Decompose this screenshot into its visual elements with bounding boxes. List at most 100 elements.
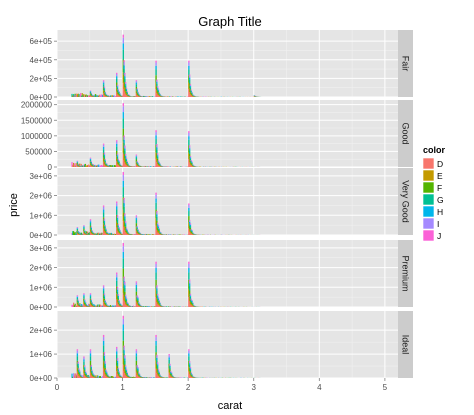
price-bar-segment [103,304,106,307]
price-bar [149,234,151,235]
price-bar-segment [76,165,79,167]
price-bar-segment [156,158,159,162]
price-bar-segment [122,103,124,107]
price-bar [98,164,100,167]
price-bar-segment [188,228,191,232]
price-bar [100,377,102,378]
price-bar-segment [138,96,140,97]
price-bar-segment [191,301,193,303]
price-bar-segment [104,95,106,97]
price-bar [73,162,75,167]
price-bar-segment [79,373,81,376]
price-bar-segment [190,300,192,303]
price-bar-segment [125,158,128,159]
price-bar-segment [103,298,106,302]
price-bar-segment [155,288,157,298]
price-bar-segment [104,93,106,94]
price-bar-segment [116,293,118,300]
price-bar-segment [119,232,121,234]
price-bar [113,165,116,167]
price-bar-segment [84,299,86,301]
price-bar-segment [106,165,108,167]
price-bar [97,164,99,167]
price-bar-segment [119,233,122,234]
price-bar-segment [138,305,140,307]
price-bar-segment [189,293,192,295]
price-bar-segment [188,205,190,208]
price-bar-segment [138,95,140,97]
price-bar [88,95,90,97]
price-bar [146,306,148,307]
facet-strip [398,168,413,235]
y-tick-label: 1000000 [21,132,53,141]
price-bar-segment [123,197,125,200]
price-bar-segment [155,60,157,63]
price-bar [143,377,146,378]
price-bar [84,163,87,167]
price-bar-segment [122,242,124,247]
price-bar-segment [190,299,192,300]
price-bar-segment [122,246,124,252]
price-bar-segment [119,95,121,97]
price-bar-segment [116,219,119,224]
price-bar-segment [124,221,127,223]
price-bar-segment [92,376,94,378]
price-bar-segment [103,294,106,296]
price-bar [109,233,112,235]
price-bar-segment [118,305,120,307]
price-bar-segment [157,232,160,235]
price-bar-segment [93,376,96,377]
price-bar-segment [103,358,106,363]
price-bar [164,166,166,167]
price-bar-segment [189,91,192,95]
price-bar-segment [124,222,126,227]
price-bar-segment [126,162,128,164]
price-bar-segment [76,299,79,303]
price-bar-segment [155,192,157,195]
price-bar-segment [126,164,128,166]
price-bar [133,233,135,235]
price-bar-segment [102,298,105,303]
price-bar [175,166,177,167]
price-bar [80,93,82,97]
price-bar-segment [124,229,127,232]
price-bar-segment [189,84,192,87]
price-bar [87,164,90,167]
price-bar-segment [155,263,157,269]
price-bar [102,375,104,378]
price-bar-segment [156,86,159,88]
price-bar-segment [155,135,157,140]
price-bar-segment [155,65,157,70]
price-bar-segment [91,232,93,234]
price-bar [150,377,152,378]
price-bar-segment [86,376,88,377]
price-bar-segment [126,161,128,162]
price-bar-segment [122,171,124,176]
price-bar-segment [138,234,140,235]
price-bar [146,234,148,235]
price-bar [95,95,98,97]
price-bar-segment [137,166,139,167]
price-bar-segment [126,229,128,231]
price-bar-segment [188,65,190,70]
price-bar-segment [135,156,138,158]
price-bar-segment [104,161,106,163]
price-bar-segment [105,303,107,305]
price-bar-segment [135,281,138,283]
price-bar-segment [104,365,106,369]
price-bar-segment [156,286,158,289]
price-bar-segment [118,92,120,94]
price-bar [153,166,155,167]
price-bar-segment [104,163,106,166]
price-bar [71,93,73,97]
price-bar-segment [90,93,92,95]
price-bar [152,166,154,167]
price-bar-segment [136,161,138,163]
price-bar [87,95,89,97]
price-bar-segment [124,78,126,83]
price-bar-segment [138,232,140,233]
panel-background [57,30,398,97]
price-bar [132,306,134,307]
price-bar [100,94,102,97]
price-bar-segment [156,86,159,87]
